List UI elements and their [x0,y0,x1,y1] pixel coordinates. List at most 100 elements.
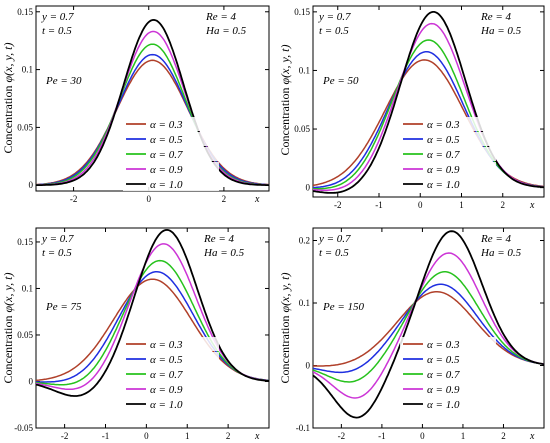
legend-label-3: α = 0.7 [427,149,460,161]
y-tick-label: -0.05 [14,423,33,433]
x-tick-label: -1 [378,431,386,441]
legend-bg [123,382,219,396]
chart-panel-2: 0 0.05 0.1 0.15 -2 -1 0 1 2 x Concentration φ(x, y… [278,5,545,211]
series-line-5 [36,18,269,186]
legend-bg [400,352,496,366]
param-right-1: Re = 4 [205,11,237,23]
x-tick-label: -2 [334,200,342,210]
legend-label-1: α = 0.3 [150,119,183,131]
legend-label-5: α = 1.0 [427,179,460,191]
y-tick-label: 0.05 [17,330,33,340]
legend-bg [400,132,496,146]
x-tick-label: 1 [185,431,190,441]
y-tick-label: 0.05 [17,122,33,132]
legend-label-1: α = 0.3 [427,339,460,351]
y-axis-label-symbol: φ(x, y, t) [1,273,15,313]
y-axis-label-symbol: φ(x, y, t) [278,273,292,313]
y-tick-label: 0.1 [299,65,310,75]
legend-bg [123,352,219,366]
x-axis-label: x [254,431,260,442]
legend-bg [400,382,496,396]
plot-frame [312,227,545,429]
y-axis-label-symbol: φ(x, y, t) [278,45,292,85]
x-axis-label: x [254,194,260,205]
series-line-3 [36,259,269,386]
legend-bg [123,117,219,131]
series-line-4 [36,30,269,186]
x-tick-label: 2 [222,194,227,204]
x-tick-label: -1 [375,200,383,210]
param-right-1: Re = 4 [480,233,512,245]
chart-panel-4: -0.1 0 0.1 0.2 -2 -1 0 1 2 x Concentration φ(x, y,… [278,227,545,442]
x-tick-label: -1 [102,431,110,441]
series-line-1 [36,59,269,186]
peclet-label: Pe = 50 [322,75,359,87]
series-line-1 [313,291,544,367]
series-line-3 [36,43,269,186]
x-tick-label: 0 [144,431,149,441]
y-tick-label: 0 [306,183,311,193]
plot-frame [312,5,545,198]
legend-label-2: α = 0.5 [150,134,183,146]
y-axis-label: Concentration φ(x, y, t) [1,43,15,154]
legend-bg [400,147,496,161]
series-line-5 [313,11,544,194]
x-tick-label: 0 [420,431,425,441]
x-tick-label: -2 [338,431,346,441]
series-line-2 [313,283,544,374]
y-tick-label: -0.1 [296,423,310,433]
x-tick-label: 1 [461,431,466,441]
legend-label-1: α = 0.3 [150,339,183,351]
peclet-label: Pe = 30 [45,75,82,87]
y-axis-label-text: Concentration [1,312,15,383]
legend-label-2: α = 0.5 [150,354,183,366]
param-right-2: Ha = 0.5 [480,247,522,259]
param-right-2: Ha = 0.5 [205,25,247,37]
legend-bg [123,132,219,146]
y-tick-label: 0.1 [299,298,310,308]
x-tick-label: 0 [146,194,151,204]
y-tick-label: 0.2 [299,236,310,246]
y-tick-label: 0.1 [22,283,33,293]
param-left-1: y = 0.7 [318,11,351,23]
peclet-label: Pe = 75 [45,301,82,313]
param-left-2: t = 0.5 [319,247,349,259]
y-tick-label: 0 [29,180,34,190]
series-line-4 [313,252,544,399]
legend-label-4: α = 0.9 [150,164,183,176]
legend-bg [400,162,496,176]
y-axis-label-symbol: φ(x, y, t) [1,43,15,83]
legend-label-4: α = 0.9 [150,384,183,396]
param-right-1: Re = 4 [203,233,235,245]
x-tick-label: -2 [61,431,69,441]
y-tick-label: 0.1 [22,65,33,75]
legend-bg [123,337,219,351]
peclet-label: Pe = 150 [322,301,365,313]
param-left-1: y = 0.7 [318,233,351,245]
y-axis-label: Concentration φ(x, y, t) [278,45,292,156]
legend-bg [123,367,219,381]
legend-label-3: α = 0.7 [427,369,460,381]
x-axis-label: x [529,200,535,211]
series-line-1 [36,278,269,382]
x-tick-label: 2 [501,200,506,210]
param-left-1: y = 0.7 [41,11,74,23]
legend-bg [123,397,219,411]
legend-bg [123,162,219,176]
x-tick-label: -2 [70,194,78,204]
series-line-5 [313,230,544,419]
legend-label-3: α = 0.7 [150,149,183,161]
param-right-2: Ha = 0.5 [480,25,522,37]
y-tick-label: 0.15 [17,7,33,17]
legend-label-4: α = 0.9 [427,164,460,176]
x-tick-label: 2 [501,431,506,441]
legend-bg [400,117,496,131]
x-tick-label: 0 [418,200,423,210]
y-tick-label: 0 [306,361,311,371]
x-axis-label: x [529,431,535,442]
param-left-2: t = 0.5 [42,25,72,37]
x-tick-label: 1 [459,200,464,210]
y-axis-label-text: Concentration [1,82,15,153]
legend-bg [400,177,496,191]
